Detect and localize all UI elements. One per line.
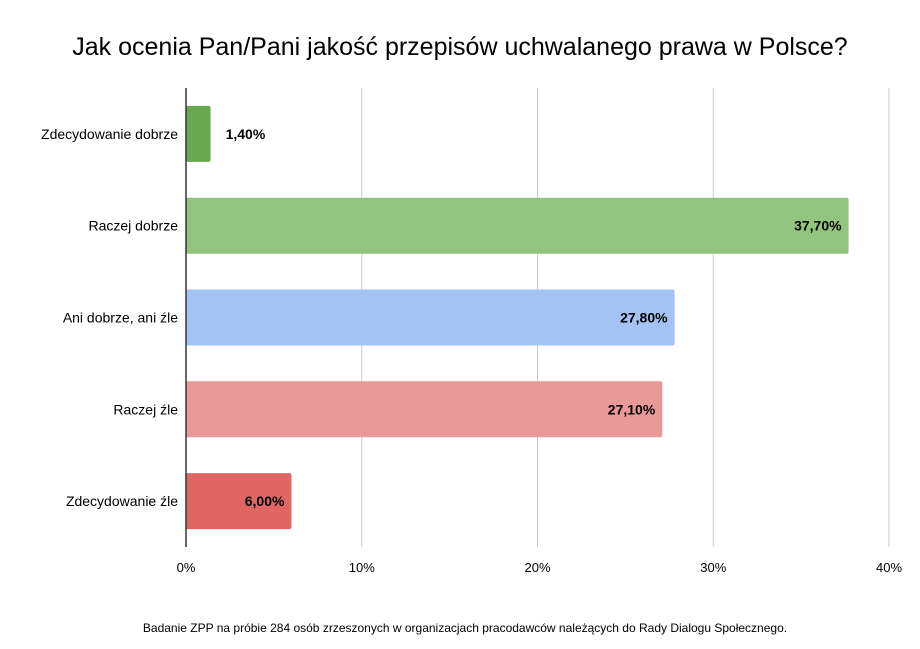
x-tick-label: 40%	[876, 560, 902, 575]
bars	[186, 105, 849, 530]
data-label: 1,40%	[226, 126, 266, 142]
x-tick-label: 20%	[524, 560, 550, 575]
data-label: 6,00%	[245, 493, 285, 509]
category-label: Zdecydowanie dobrze	[41, 126, 178, 142]
bar	[186, 197, 849, 254]
bar	[186, 105, 211, 162]
chart-title: Jak ocenia Pan/Pani jakość przepisów uch…	[72, 33, 848, 61]
axes: 0% 10% 20% 30% 40% Zdecydowanie dobrze 1,40% Ra…	[41, 88, 902, 575]
footnote: Badanie ZPP na próbie 284 osób zrzeszony…	[142, 621, 788, 635]
category-label: Raczej dobrze	[89, 218, 179, 234]
data-label: 27,10%	[608, 401, 656, 417]
x-tick-label: 10%	[349, 560, 375, 575]
data-label: 27,80%	[620, 310, 668, 326]
data-label: 37,70%	[794, 218, 842, 234]
bar	[186, 289, 675, 346]
bar	[186, 473, 292, 530]
category-label: Ani dobrze, ani źle	[63, 310, 178, 326]
x-tick-label: 30%	[700, 560, 726, 575]
bar	[186, 381, 663, 438]
x-tick-label: 0%	[177, 560, 196, 575]
category-label: Raczej źle	[113, 401, 178, 417]
category-label: Zdecydowanie źle	[66, 493, 178, 509]
